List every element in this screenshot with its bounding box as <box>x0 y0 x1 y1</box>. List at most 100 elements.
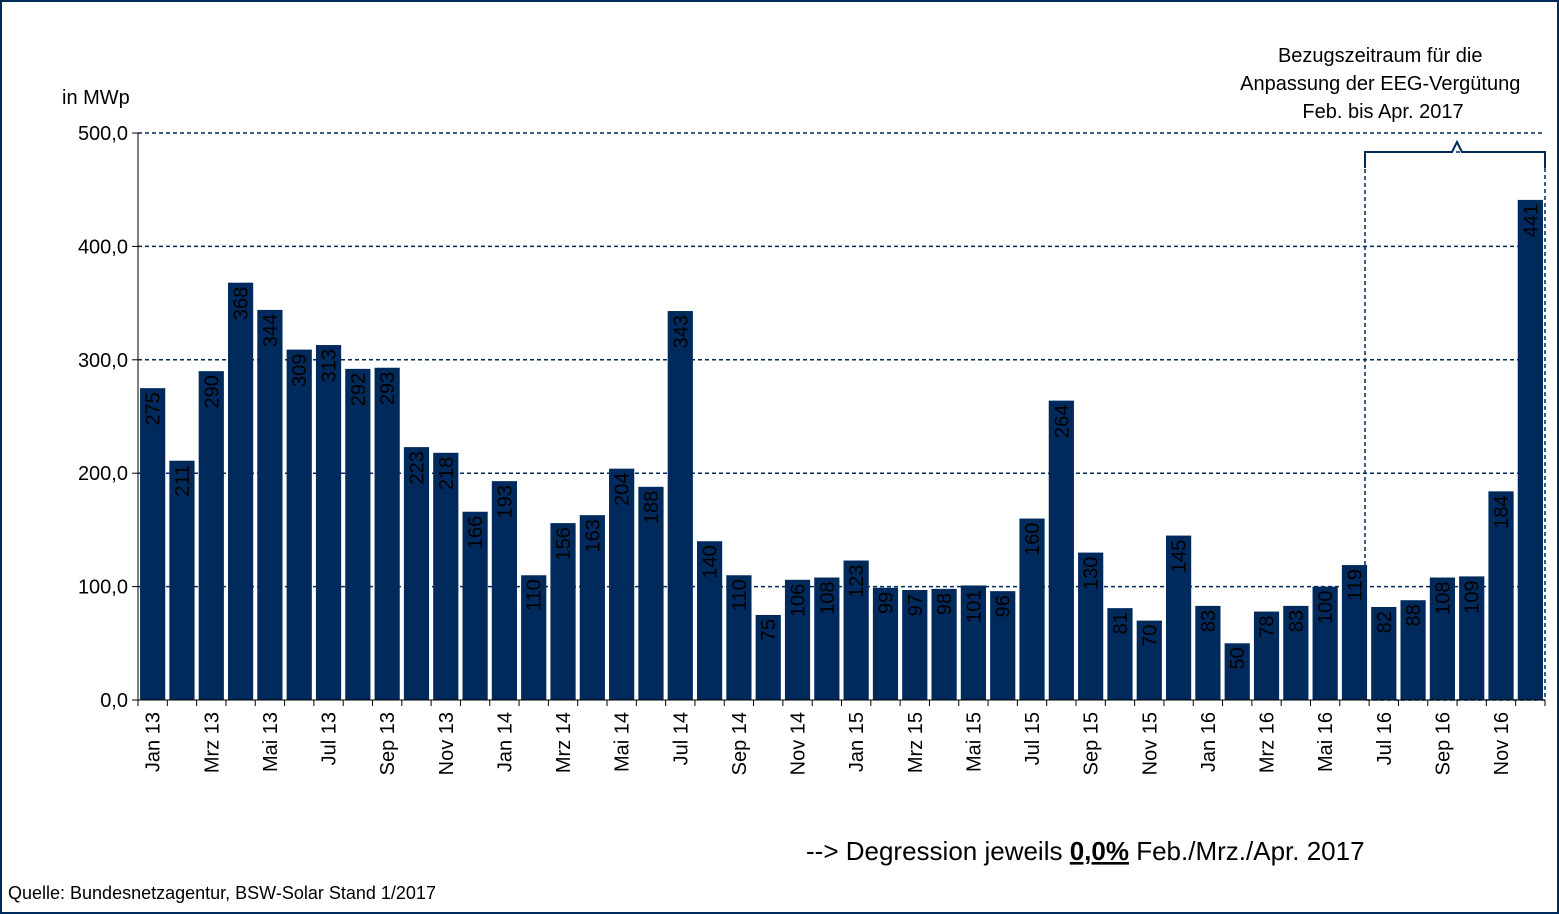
bar <box>579 515 605 700</box>
x-tick-label: Jul 13 <box>319 712 341 765</box>
x-tick-label: Jan 15 <box>846 712 868 772</box>
x-tick-label: Nov 13 <box>436 712 458 775</box>
value-label: 156 <box>553 527 575 560</box>
x-tick-label: Jan 13 <box>143 712 165 772</box>
x-tick-label: Mrz 14 <box>553 712 575 773</box>
value-label: 264 <box>1051 405 1073 438</box>
annotation-line: Feb. bis Apr. 2017 <box>1302 101 1463 123</box>
y-tick-label: 0,0 <box>100 690 128 712</box>
bar <box>286 349 312 700</box>
bar <box>1107 608 1133 700</box>
x-tick-label: Mai 13 <box>260 712 282 772</box>
value-label: 160 <box>1022 523 1044 556</box>
bar <box>667 311 693 700</box>
value-label: 292 <box>348 373 370 406</box>
value-label: 163 <box>582 519 604 552</box>
bar <box>491 481 518 700</box>
value-label: 275 <box>143 392 165 425</box>
value-label: 106 <box>788 584 810 617</box>
bar <box>931 588 957 700</box>
bar <box>1048 400 1074 700</box>
x-tick-label: Sep 15 <box>1081 712 1103 775</box>
bar <box>843 560 869 700</box>
bar <box>1459 576 1485 700</box>
bar <box>1195 605 1221 700</box>
note-prefix: --> Degression jeweils <box>806 836 1062 866</box>
note-suffix: Feb./Mrz./Apr. 2017 <box>1136 836 1364 866</box>
note-highlight: 0,0% <box>1070 836 1129 866</box>
bar <box>1078 552 1104 700</box>
x-tick-label: Nov 14 <box>788 712 810 775</box>
bar <box>1429 577 1456 700</box>
bar <box>609 468 635 700</box>
value-label: 100 <box>1315 591 1337 624</box>
bar <box>169 460 195 700</box>
value-label: 99 <box>875 592 897 614</box>
value-label: 81 <box>1110 612 1132 634</box>
x-tick-label: Nov 16 <box>1491 712 1513 775</box>
bracket <box>1364 139 1546 701</box>
bar <box>345 368 371 700</box>
annotation: Bezugszeitraum für die Anpassung der EEG… <box>1240 45 1526 123</box>
value-label: 70 <box>1139 625 1161 647</box>
value-label: 290 <box>201 375 223 408</box>
bar <box>1253 611 1280 700</box>
value-label: 83 <box>1286 610 1308 632</box>
y-tick-label: 200,0 <box>78 463 128 485</box>
bar <box>638 486 664 700</box>
value-label: 204 <box>612 473 634 506</box>
value-label: 108 <box>1432 582 1454 615</box>
y-tick-label: 500,0 <box>78 123 128 145</box>
bar <box>462 511 488 700</box>
value-label: 82 <box>1374 611 1396 633</box>
bar <box>140 388 166 700</box>
bar <box>1517 199 1543 700</box>
value-label: 50 <box>1227 647 1249 669</box>
bar <box>198 371 224 700</box>
bar <box>990 591 1016 700</box>
x-tick-label: Mai 14 <box>612 712 634 772</box>
bar <box>257 309 283 700</box>
y-tick-label: 100,0 <box>78 577 128 599</box>
bar <box>726 575 752 700</box>
value-label: 344 <box>260 314 282 347</box>
bar <box>1488 491 1514 700</box>
x-tick-label: Nov 15 <box>1139 712 1161 775</box>
value-label: 75 <box>758 619 780 641</box>
bar <box>1136 620 1162 700</box>
value-label: 123 <box>846 565 868 598</box>
y-axis-label: in MWp <box>62 87 130 109</box>
bar <box>784 579 811 700</box>
bar <box>755 614 781 700</box>
value-label: 145 <box>1169 540 1191 573</box>
bar <box>814 577 840 700</box>
value-label: 293 <box>377 372 399 405</box>
bar <box>521 575 547 700</box>
value-label: 101 <box>963 589 985 622</box>
x-tick-label: Jul 15 <box>1022 712 1044 765</box>
value-label: 313 <box>319 349 341 382</box>
note: --> Degression jeweils 0,0% Feb./Mrz./Ap… <box>806 836 1365 866</box>
bar <box>696 541 723 700</box>
bar <box>960 585 987 700</box>
value-label: 441 <box>1520 204 1542 237</box>
value-label: 130 <box>1081 557 1103 590</box>
bar <box>1341 565 1368 700</box>
value-label: 188 <box>641 491 663 524</box>
bar <box>872 587 899 700</box>
y-tick-label: 400,0 <box>78 236 128 258</box>
value-label: 97 <box>905 594 927 616</box>
bar <box>374 367 400 700</box>
value-label: 343 <box>670 315 692 348</box>
bar <box>1371 607 1397 700</box>
value-label: 83 <box>1198 610 1220 632</box>
value-label: 184 <box>1491 495 1513 528</box>
value-label: 368 <box>231 287 253 320</box>
bar <box>902 590 928 700</box>
bar <box>315 345 342 700</box>
x-tick-label: Mrz 15 <box>905 712 927 773</box>
bar <box>227 282 254 700</box>
value-label: 193 <box>494 485 516 518</box>
value-label: 211 <box>172 465 194 497</box>
